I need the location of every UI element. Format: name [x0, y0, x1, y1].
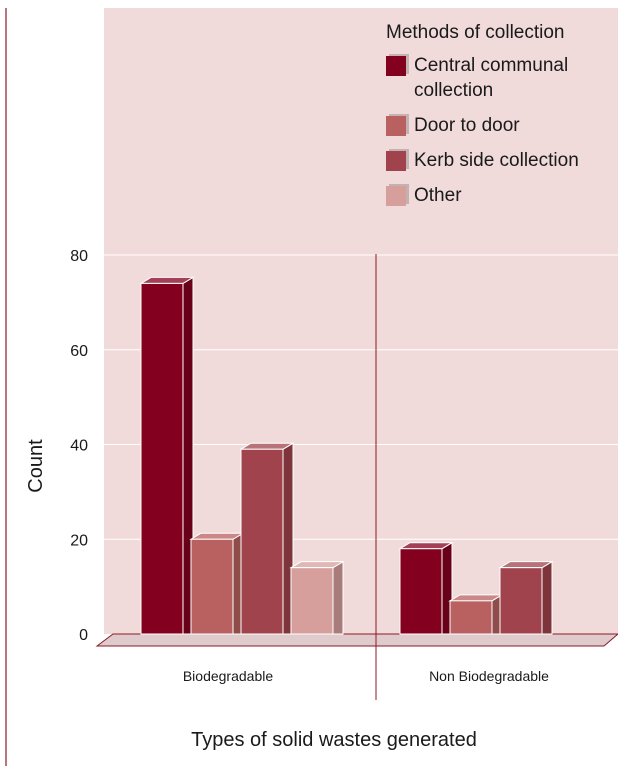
- legend-item-central-communal: Central communal collection: [386, 53, 614, 103]
- y-tick-label: 40: [70, 438, 88, 455]
- legend-label: Door to door: [414, 115, 520, 136]
- bar: [140, 282, 184, 635]
- legend-item-door-to-door: Door to door: [386, 113, 614, 138]
- bar-top: [139, 276, 195, 284]
- x-category-label: Non Biodegradable: [429, 668, 549, 684]
- legend-item-other: Other: [386, 183, 614, 208]
- legend-label: Other: [414, 185, 462, 206]
- chart-floor: [95, 633, 618, 647]
- x-category-label: Biodegradable: [183, 668, 274, 684]
- y-axis-label: Count: [25, 439, 47, 493]
- legend-title: Methods of collection: [386, 22, 565, 43]
- legend-swatch: [386, 151, 406, 171]
- x-axis-label: Types of solid wastes generated: [191, 729, 477, 751]
- bar-top: [239, 442, 295, 450]
- legend-swatch: [386, 186, 406, 206]
- bar-top: [448, 594, 504, 602]
- y-tick-label: 20: [70, 532, 88, 549]
- y-tick-label: 80: [70, 248, 88, 265]
- legend-label: Kerb side collection: [414, 150, 579, 171]
- y-tick-label: 60: [70, 343, 88, 360]
- bar: [399, 548, 443, 635]
- bar: [240, 448, 284, 635]
- legend-item-kerb-side: Kerb side collection: [386, 148, 614, 173]
- legend-swatch: [386, 56, 406, 76]
- y-tick-label: 0: [79, 627, 88, 644]
- bar-side: [332, 560, 344, 635]
- bar-top: [498, 561, 554, 569]
- bar: [290, 567, 334, 635]
- bar: [449, 600, 493, 635]
- bar: [190, 538, 234, 635]
- bar-side: [541, 560, 553, 635]
- bar-top: [398, 542, 454, 550]
- legend-label: Central communal collection: [414, 55, 569, 101]
- bar-top: [189, 532, 245, 540]
- bar-top: [289, 561, 345, 569]
- legend-swatch: [386, 116, 406, 136]
- legend: Methods of collection Central communal c…: [386, 22, 614, 218]
- bar: [499, 567, 543, 635]
